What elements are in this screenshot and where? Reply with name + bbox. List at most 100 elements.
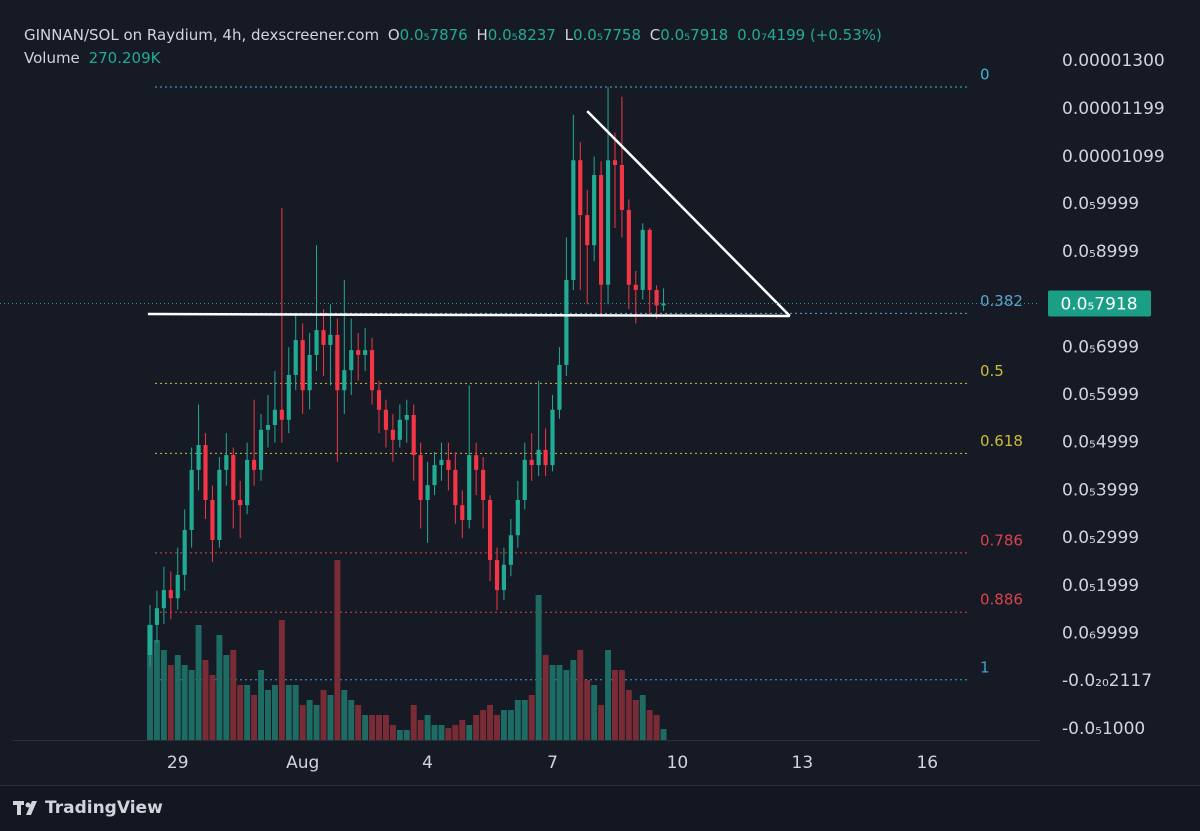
- candle-body: [272, 409, 277, 426]
- candle-body: [293, 340, 298, 375]
- volume-bar: [535, 595, 542, 740]
- l-label: L: [564, 26, 573, 44]
- fib-label: 0.786: [980, 531, 1023, 549]
- candle-body: [605, 160, 611, 285]
- volume-bar: [452, 725, 459, 740]
- volume-bar: [348, 700, 355, 740]
- volume-bar: [417, 720, 424, 740]
- trend-line: [586, 110, 791, 317]
- x-tick-label: 7: [547, 753, 558, 773]
- x-tick-label: 29: [167, 753, 189, 773]
- candle-body: [578, 160, 583, 216]
- volume-bar: [584, 680, 591, 740]
- fib-label: 0.618: [980, 432, 1023, 450]
- volume-bar: [216, 635, 223, 740]
- volume-bar: [202, 660, 209, 740]
- candle-body: [564, 279, 569, 365]
- volume-bar: [382, 715, 389, 740]
- candle-body: [265, 425, 271, 430]
- fib-label: 0: [980, 66, 990, 84]
- candle-body: [231, 455, 236, 500]
- volume-bar: [251, 695, 258, 740]
- volume-bar: [285, 685, 292, 740]
- candle-body: [550, 409, 555, 466]
- volume-bar: [563, 670, 570, 740]
- fib-label: 0.382: [980, 292, 1023, 310]
- candle-body: [487, 499, 493, 561]
- volume-bar: [209, 675, 216, 740]
- volume-bar: [167, 665, 174, 740]
- y-tick-label: 0.0₅4999: [1062, 433, 1139, 453]
- candle-body: [363, 350, 368, 355]
- volume-bar: [480, 710, 487, 740]
- volume-bar: [278, 620, 285, 740]
- candle-body: [494, 560, 500, 591]
- volume-bar: [500, 710, 507, 740]
- y-tick-label: -0.0₂₀2117: [1062, 671, 1152, 691]
- y-tick-label: 0.0₆9999: [1062, 624, 1139, 644]
- o-value: 0.0₅7876: [399, 26, 468, 44]
- change: 0.0₇4199 (+0.53%): [737, 26, 882, 44]
- volume-bar: [389, 725, 396, 740]
- candle-body: [279, 409, 284, 420]
- candle-body: [439, 459, 444, 466]
- volume-bar: [556, 665, 563, 740]
- fib-label: 1: [980, 658, 990, 676]
- volume-bar: [459, 720, 466, 740]
- volume-bar: [174, 655, 181, 740]
- candle-body: [460, 505, 465, 520]
- volume-bar: [258, 670, 264, 740]
- trend-line: [147, 312, 790, 318]
- volume-bar: [292, 685, 299, 740]
- volume-bar: [396, 730, 403, 740]
- footer-bg: [0, 785, 1200, 831]
- volume-bar: [487, 705, 494, 740]
- candle-body: [585, 215, 590, 246]
- candle-body: [654, 290, 659, 306]
- candle-body: [147, 624, 153, 655]
- candle-body: [453, 469, 458, 506]
- candle-body: [467, 455, 472, 520]
- volume-bar: [299, 705, 306, 740]
- candle-body: [397, 419, 402, 440]
- candle-body: [286, 374, 291, 420]
- legend-header: GINNAN/SOL on Raydium, 4h, dexscreener.c…: [24, 24, 886, 70]
- volume-bar: [153, 640, 160, 740]
- volume-bar: [660, 729, 667, 740]
- volume-row: Volume 270.209K: [24, 47, 886, 70]
- symbol-title: GINNAN/SOL on Raydium, 4h, dexscreener.c…: [24, 26, 380, 44]
- candle-body: [619, 165, 624, 210]
- candle-body: [369, 350, 375, 391]
- candle-body: [661, 303, 666, 306]
- volume-bar: [306, 700, 313, 740]
- candle-body: [501, 564, 507, 591]
- x-tick-label: Aug: [286, 753, 319, 773]
- volume-bar: [271, 685, 278, 740]
- volume-bar: [618, 670, 625, 740]
- candle-body: [626, 209, 631, 285]
- volume-bar: [577, 650, 584, 740]
- volume-bar: [625, 690, 632, 740]
- candle-body: [224, 455, 229, 470]
- x-tick-label: 16: [916, 753, 938, 773]
- volume-value: 270.209K: [88, 49, 161, 67]
- candle-body: [536, 449, 541, 466]
- candle-body: [161, 590, 166, 609]
- candle-body: [356, 350, 361, 355]
- candle-body: [154, 608, 160, 625]
- x-tick-label: 13: [792, 753, 814, 773]
- candle-body: [300, 340, 305, 391]
- volume-bar: [514, 700, 521, 740]
- volume-bar: [438, 725, 445, 740]
- candle-body: [175, 574, 180, 599]
- volume-bar: [591, 685, 598, 740]
- volume-bar: [494, 715, 500, 740]
- volume-bar: [473, 715, 480, 740]
- candle-body: [592, 175, 597, 246]
- c-label: C: [649, 26, 661, 44]
- candle-body: [376, 390, 382, 410]
- l-value: 0.0₅7758: [572, 26, 642, 44]
- volume-bar: [147, 625, 153, 740]
